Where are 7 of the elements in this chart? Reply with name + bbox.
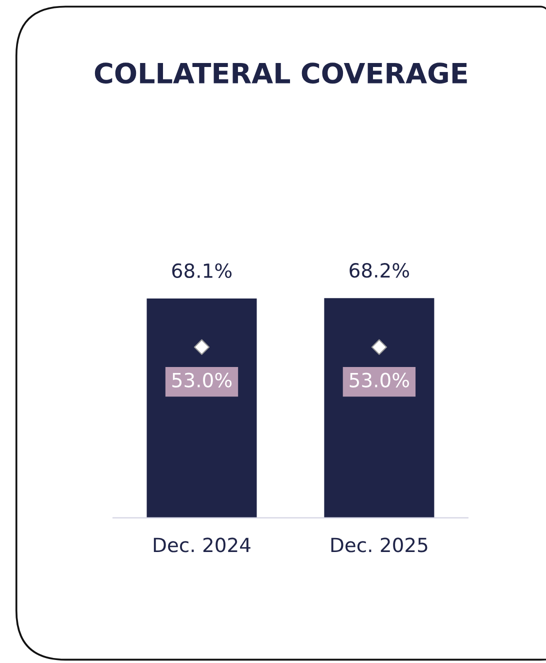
data-label: 53.0% (172, 372, 232, 388)
chart-title: COLLATERAL COVERAGE (94, 62, 467, 84)
data-label: 68.2% (350, 263, 410, 278)
data-label: 68.1% (172, 263, 232, 278)
data-label: 53.0% (350, 372, 410, 388)
x-tick-label: Dec. 2025 (331, 538, 428, 552)
x-tick-label: Dec. 2024 (154, 538, 250, 552)
